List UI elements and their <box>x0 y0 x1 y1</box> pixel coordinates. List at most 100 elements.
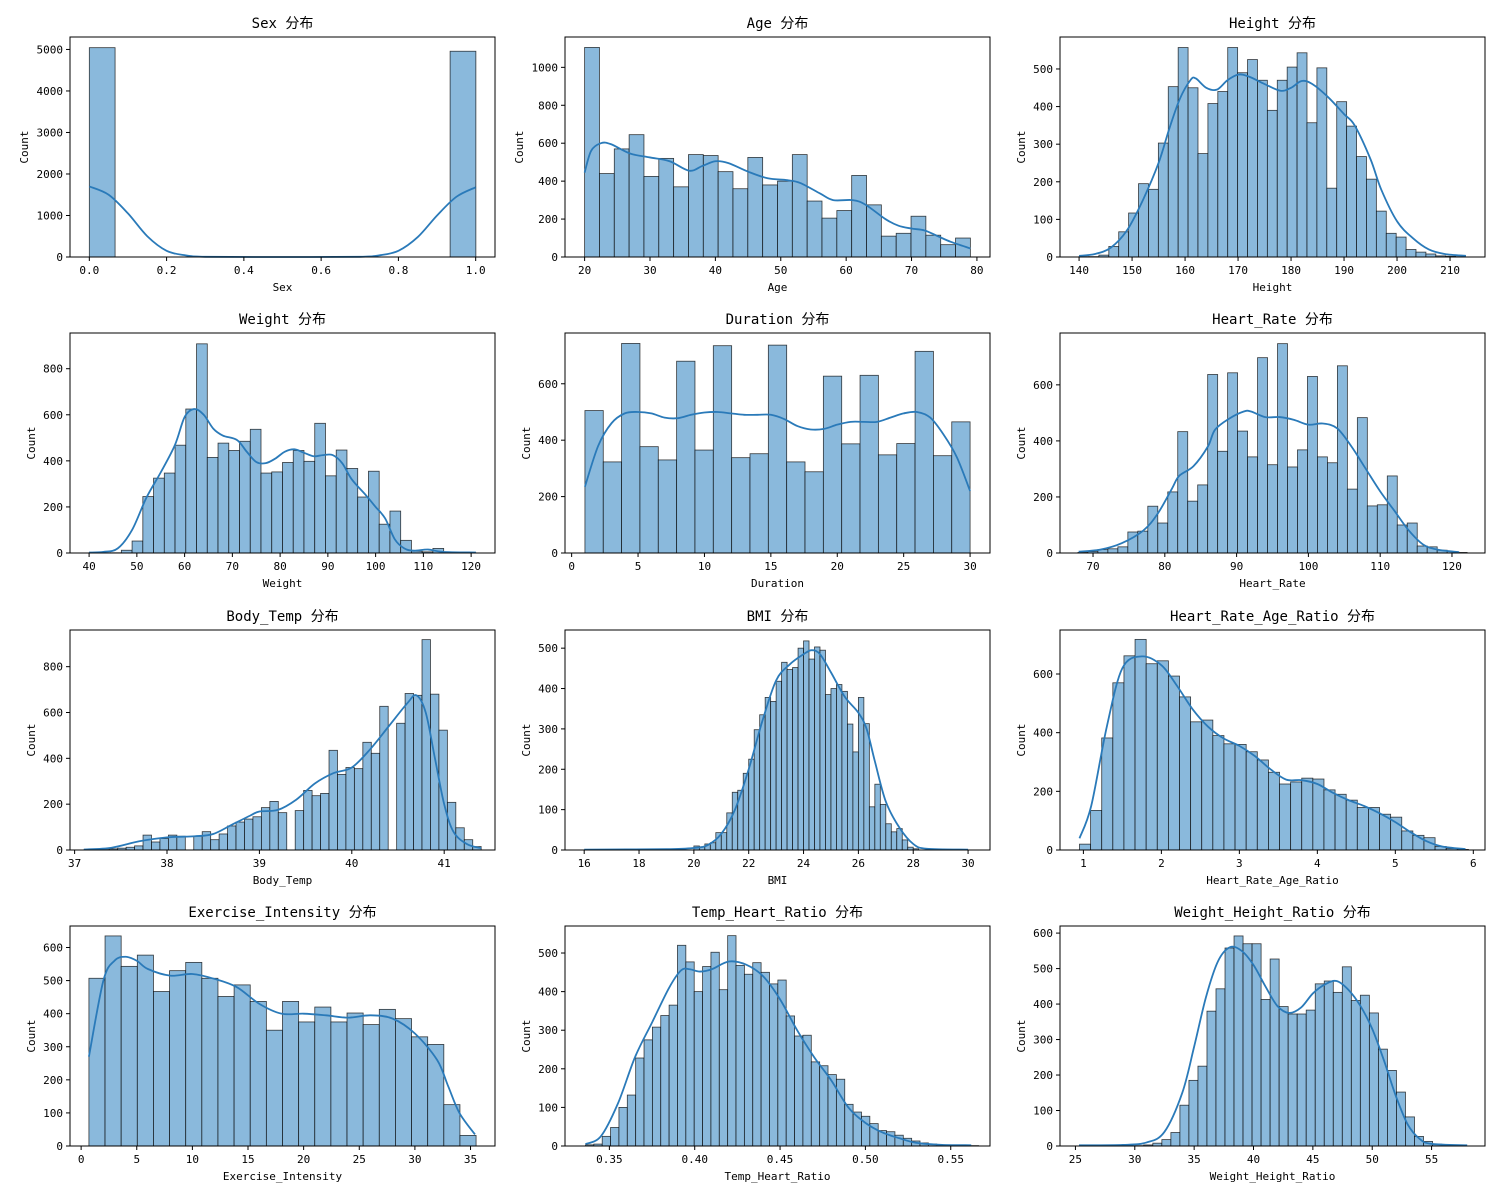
histogram-bar <box>1207 103 1219 258</box>
y-tick-label: 200 <box>538 491 558 504</box>
histogram-bar <box>303 460 316 554</box>
histogram-bar <box>1245 751 1258 851</box>
y-tick-label: 1000 <box>37 209 64 222</box>
subplot-title: Sex 分布 <box>252 16 314 32</box>
histogram-bar <box>1307 376 1318 554</box>
histogram-bars <box>585 935 979 1147</box>
histogram-bar <box>794 1035 804 1147</box>
histogram-bar <box>1167 491 1179 554</box>
histogram-bar <box>720 832 728 851</box>
x-tick-label: 0 <box>78 1153 85 1166</box>
y-tick-label: 600 <box>538 378 558 391</box>
x-tick-label: 20 <box>578 264 591 277</box>
histogram-bar <box>1217 91 1229 258</box>
histogram-bar <box>1306 122 1318 258</box>
histogram-bar <box>584 47 600 258</box>
histogram-bar <box>1145 663 1158 851</box>
histogram-bars <box>1134 935 1451 1147</box>
histogram-bar <box>584 410 604 554</box>
histogram-bar <box>1234 744 1247 851</box>
histogram-bar <box>1286 66 1298 258</box>
x-axis: 0 5 10 15 20 25 30 35 <box>78 1146 477 1166</box>
y-axis: 0 100 200 300 400 500 <box>538 947 565 1153</box>
x-tick-label: 30 <box>643 264 656 277</box>
histogram-bar <box>1395 236 1407 258</box>
subplot-title: Weight_Height_Ratio 分布 <box>1174 905 1371 921</box>
y-tick-label: 200 <box>43 798 63 811</box>
y-tick-label: 400 <box>1033 727 1053 740</box>
y-tick-label: 100 <box>538 804 558 817</box>
histogram-bar <box>879 803 887 851</box>
x-axis: 140 150 160 170 180 190 200 210 <box>1069 257 1460 277</box>
histogram-bar <box>378 523 391 554</box>
subplot-heart-rate: Heart_Rate 分布 70 80 90 100 110 120 Heart_Rate 0 2… <box>1015 312 1486 590</box>
histogram-bar <box>760 971 770 1147</box>
y-tick-label: 100 <box>1033 1105 1053 1118</box>
y-axis-label: Count <box>25 1019 38 1052</box>
y-tick-label: 600 <box>43 942 63 955</box>
histogram-bar <box>1215 988 1226 1147</box>
x-tick-label: 60 <box>178 560 191 573</box>
x-tick-label: 6 <box>1470 857 1477 870</box>
histogram-bar <box>1332 991 1343 1147</box>
x-axis: 40 50 60 70 80 90 100 110 120 <box>82 553 481 573</box>
y-tick-label: 200 <box>538 763 558 776</box>
histogram-bar <box>777 180 793 258</box>
x-tick-label: 0.4 <box>234 264 254 277</box>
x-tick-label: 37 <box>68 857 81 870</box>
histogram-bar <box>1167 86 1179 258</box>
subplot-title: Heart_Rate_Age_Ratio 分布 <box>1170 609 1375 625</box>
x-tick-label: 25 <box>1069 1153 1082 1166</box>
y-axis: 0 200 400 600 800 1000 <box>532 61 565 264</box>
histogram-bar <box>449 50 477 258</box>
y-tick-label: 200 <box>1033 1069 1053 1082</box>
y-tick-label: 0 <box>551 1140 558 1153</box>
x-axis: 20 30 40 50 60 70 80 <box>578 257 984 277</box>
histogram-bar <box>712 345 733 554</box>
histogram-bar <box>895 232 912 258</box>
histogram-bar <box>1233 935 1244 1147</box>
histogram-bar <box>1327 462 1338 554</box>
x-axis: 25 30 35 40 45 50 55 <box>1069 1146 1438 1166</box>
histogram-bar <box>786 669 793 851</box>
histogram-bar <box>411 1036 429 1147</box>
y-axis: 0 100 200 300 400 500 <box>538 642 565 857</box>
histogram-bar <box>1147 505 1159 554</box>
histogram-bar <box>1356 417 1368 554</box>
kde-curve <box>585 960 972 1147</box>
x-axis-label: Weight <box>263 577 303 590</box>
histogram-bar <box>1157 522 1169 554</box>
subplot-title: Exercise_Intensity 分布 <box>188 905 376 921</box>
histogram-bar <box>153 991 170 1147</box>
histogram-bar <box>176 835 186 851</box>
histogram-bar <box>822 375 843 554</box>
histogram-bar <box>169 970 187 1147</box>
x-axis-label: Age <box>768 281 788 294</box>
histogram-bar <box>1201 719 1214 851</box>
histogram-bar <box>851 175 867 258</box>
histogram-bar <box>1156 660 1169 851</box>
x-axis-label: Duration <box>751 577 804 590</box>
histogram-bar <box>1167 675 1180 851</box>
histogram-bar <box>673 186 689 258</box>
histogram-bar <box>1368 807 1380 851</box>
histogram-bar <box>808 658 815 851</box>
x-tick-label: 110 <box>413 560 433 573</box>
histogram-bars <box>88 47 477 258</box>
y-tick-label: 500 <box>1033 963 1053 976</box>
histogram-bar <box>1206 1010 1217 1147</box>
histogram-bar <box>752 962 762 1147</box>
histogram-bar <box>775 680 783 851</box>
subplot-weight-height-ratio: Weight_Height_Ratio 分布 25 30 35 40 45 50 55 Weig… <box>1015 905 1486 1183</box>
histogram-bar <box>282 1001 300 1147</box>
x-tick-label: 0.8 <box>388 264 408 277</box>
y-tick-label: 800 <box>538 99 558 112</box>
histogram-bar <box>810 1061 821 1147</box>
histogram-bar <box>413 694 423 851</box>
subplot-title: BMI 分布 <box>747 609 809 625</box>
histogram-bar <box>602 461 623 554</box>
axes-frame <box>564 36 991 258</box>
x-tick-label: 39 <box>253 857 266 870</box>
x-tick-label: 210 <box>1440 264 1460 277</box>
